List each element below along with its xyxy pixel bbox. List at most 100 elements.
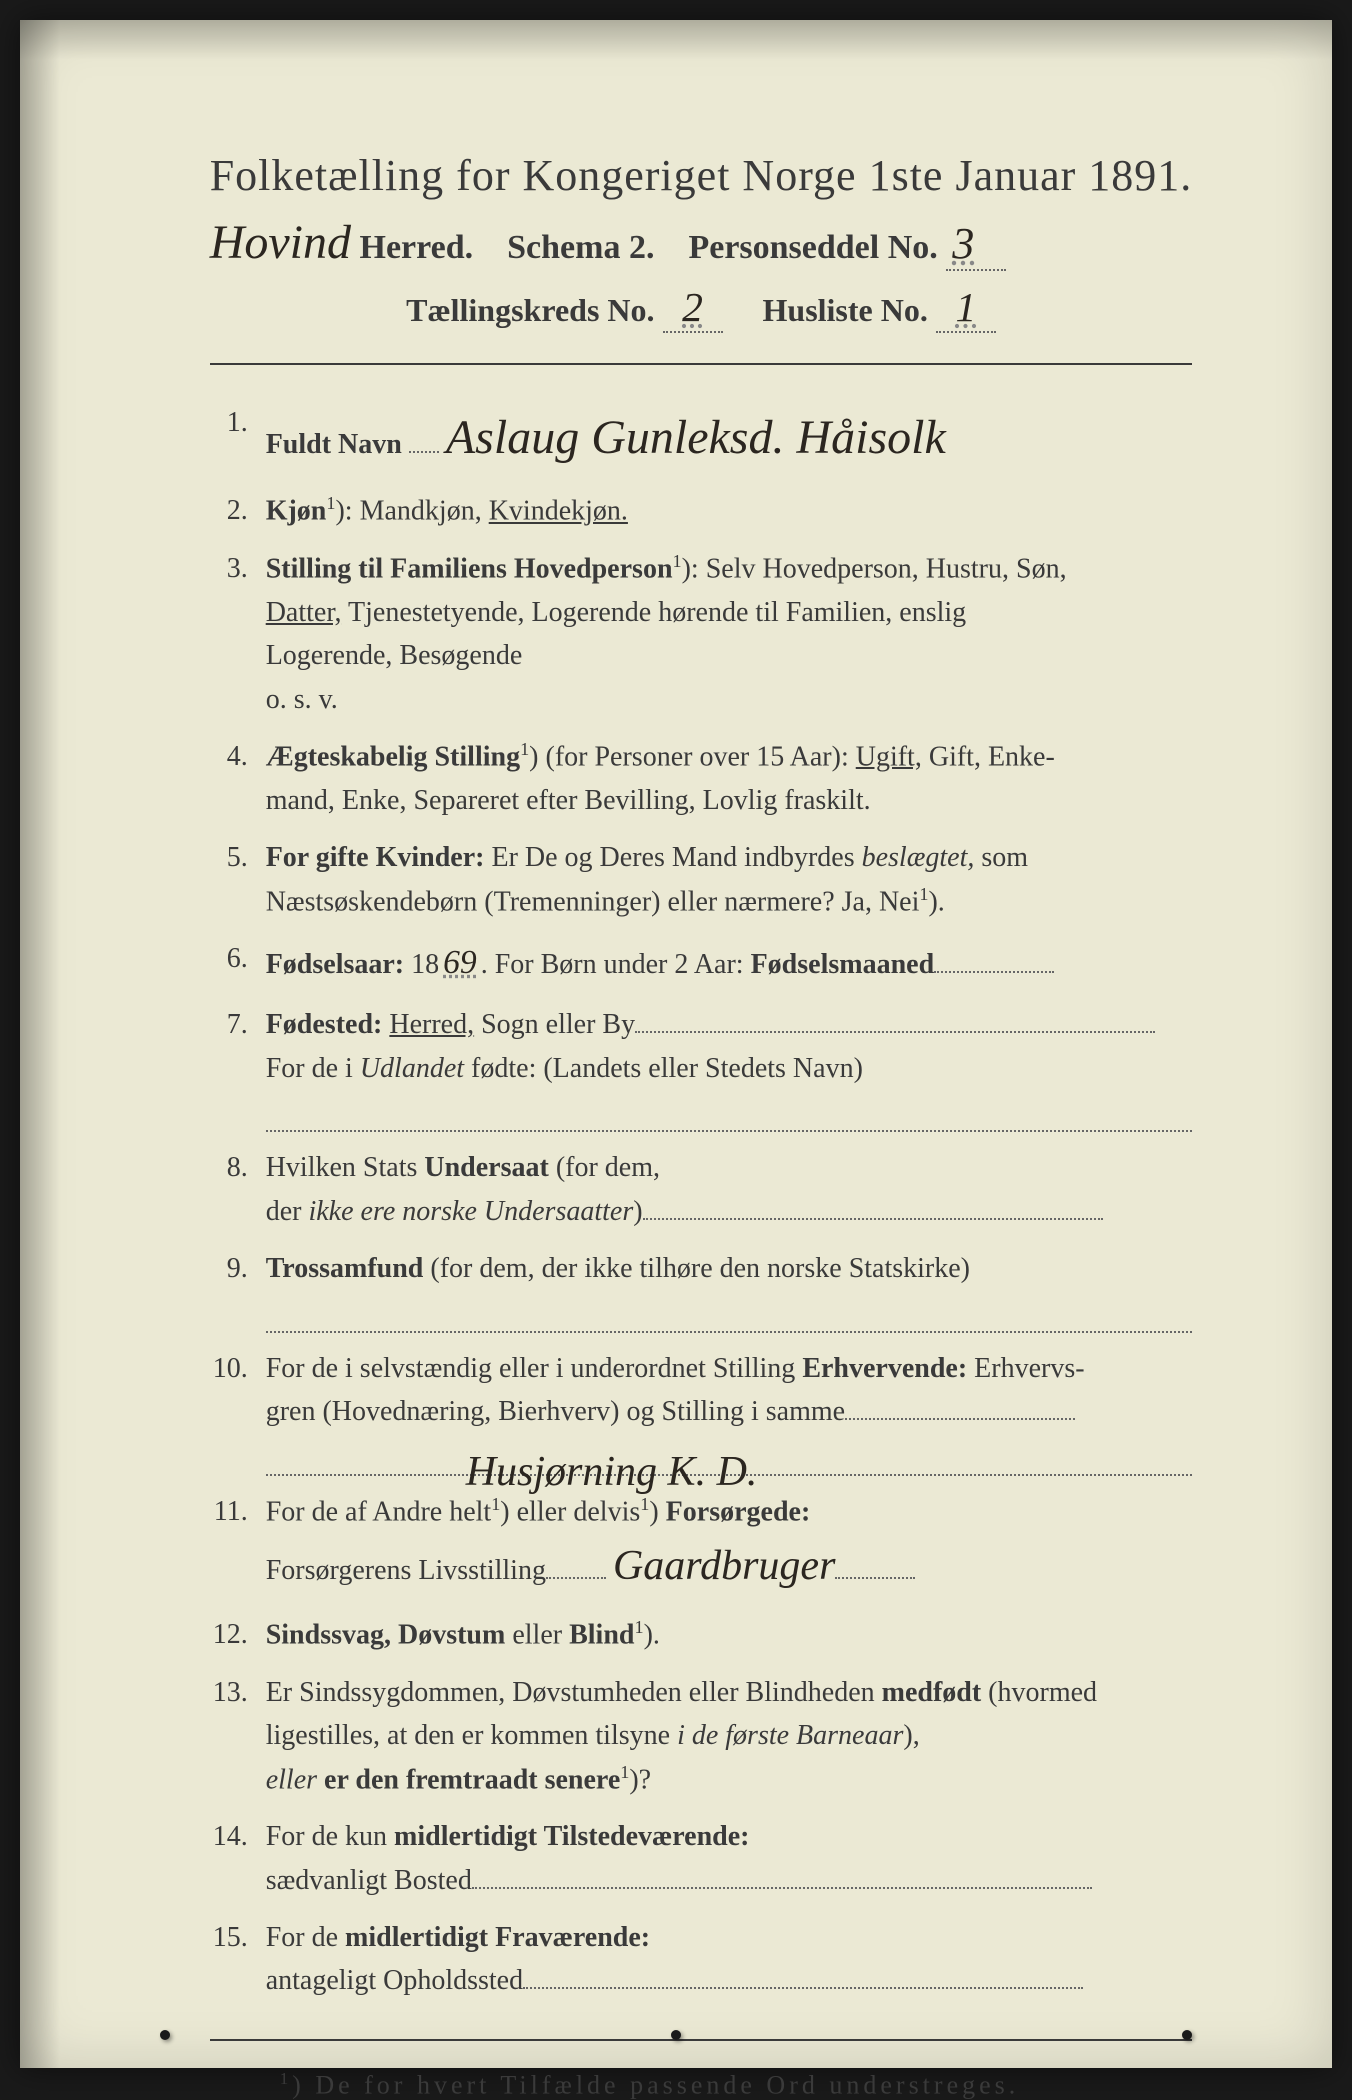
line3c: )?: [629, 1764, 651, 1795]
item-num: 15.: [210, 1916, 266, 2003]
text-b: ).: [644, 1619, 660, 1650]
item-6: 6. Fødselsaar: 1869. For Børn under 2 Aa…: [210, 937, 1193, 989]
line2b: fødte: (Landets eller Stedets Navn): [464, 1053, 863, 1084]
label: Erhvervende:: [802, 1353, 967, 1384]
underlined: Kvindekjøn.: [489, 496, 628, 527]
label: Undersaat: [424, 1152, 548, 1183]
kreds-no: 2: [663, 283, 723, 333]
line1a: For de i selvstændig eller i underordnet…: [266, 1353, 803, 1384]
item-num: 10.: [210, 1347, 266, 1476]
under: Ugift,: [856, 741, 922, 772]
dotted: [934, 971, 1054, 973]
line1a: For de: [266, 1922, 345, 1953]
personseddel-no: 3: [946, 218, 1006, 271]
item-body: For de i selvstændig eller i underordnet…: [266, 1347, 1193, 1476]
pin-icon: [160, 2030, 170, 2040]
line2a: ligestilles, at den er kommen tilsyne: [266, 1720, 677, 1751]
italic: ikke ere norske Undersaatter: [308, 1196, 633, 1227]
hand: Gaardbruger: [613, 1534, 835, 1599]
footnote: 1) De for hvert Tilfælde passende Ord un…: [280, 2069, 1193, 2100]
line3b: er den fremtraadt senere: [317, 1764, 620, 1795]
item-body: Fødselsaar: 1869. For Børn under 2 Aar: …: [266, 937, 1193, 989]
line4: o. s. v.: [266, 684, 338, 715]
item-body: Kjøn1): Mandkjøn, Kvindekjøn.: [266, 489, 1193, 533]
line1b: ) eller delvis: [500, 1497, 640, 1528]
husliste-no: 1: [936, 283, 996, 333]
label2: Fødselsmaaned: [751, 949, 935, 980]
pin-icon: [671, 2030, 681, 2040]
prefix: 18: [404, 949, 439, 980]
sup: 1: [634, 1617, 643, 1637]
dotted: [643, 1218, 1103, 1220]
name-hand: Aslaug Gunleksd. Håisolk: [446, 401, 946, 475]
label: For gifte Kvinder:: [266, 842, 485, 873]
herred-handwritten: Hovind: [210, 215, 351, 270]
item-num: 6.: [210, 937, 266, 989]
text: (for dem, der ikke tilhøre den norske St…: [423, 1253, 970, 1284]
kreds-label: Tællingskreds No.: [406, 292, 654, 328]
label: Fødselsaar:: [266, 949, 404, 980]
item-body: Hvilken Stats Undersaat (for dem, der ik…: [266, 1146, 1193, 1233]
label: midlertidigt Tilstedeværende:: [394, 1821, 749, 1852]
item-3: 3. Stilling til Familiens Hovedperson1):…: [210, 547, 1193, 721]
item-1: 1. Fuldt Navn Aslaug Gunleksd. Håisolk: [210, 401, 1193, 475]
sup1: 1: [491, 1494, 500, 1514]
item-body: For de kun midlertidigt Tilstedeværende:…: [266, 1815, 1193, 1902]
item-9: 9. Trossamfund (for dem, der ikke tilhør…: [210, 1247, 1193, 1333]
line2b: ).: [928, 886, 944, 917]
line2a: der: [266, 1196, 309, 1227]
item-body: For de af Andre helt1) eller delvis1) Fo…: [266, 1490, 1193, 1599]
footnote-text: ) De for hvert Tilfælde passende Ord und…: [292, 2070, 1019, 2099]
census-page: Folketælling for Kongeriget Norge 1ste J…: [20, 20, 1333, 2068]
line1c: ): [649, 1497, 665, 1528]
line3a: eller: [266, 1764, 317, 1795]
line2-under: Datter,: [266, 597, 342, 628]
item-body: Sindssvag, Døvstum eller Blind1).: [266, 1613, 1193, 1657]
item-num: 8.: [210, 1146, 266, 1233]
dotted-full: Husjørning K. D.: [266, 1440, 1193, 1476]
subtitle-1: Hovind Herred. Schema 2. Personseddel No…: [210, 215, 1193, 271]
item-num: 2.: [210, 489, 266, 533]
italic1: beslægtet,: [862, 842, 975, 873]
text-a: eller: [505, 1619, 569, 1650]
subtitle-2: Tællingskreds No. 2 Husliste No. 1: [210, 283, 1193, 333]
line2: Forsørgerens Livsstilling: [266, 1555, 546, 1586]
items-list: 1. Fuldt Navn Aslaug Gunleksd. Håisolk 2…: [210, 401, 1193, 2003]
dotted: [472, 1887, 1092, 1889]
sup: 1: [520, 739, 529, 759]
item-8: 8. Hvilken Stats Undersaat (for dem, der…: [210, 1146, 1193, 1233]
item-num: 14.: [210, 1815, 266, 1902]
title: Folketælling for Kongeriget Norge 1ste J…: [210, 150, 1193, 201]
item-num: 3.: [210, 547, 266, 721]
item-4: 4. Ægteskabelig Stilling1) (for Personer…: [210, 735, 1193, 822]
label: Forsørgede:: [666, 1497, 811, 1528]
item-15: 15. For de midlertidigt Fraværende: anta…: [210, 1916, 1193, 2003]
label: medfødt: [882, 1677, 982, 1708]
label: Kjøn: [266, 496, 327, 527]
label: Stilling til Familiens Hovedperson: [266, 553, 673, 584]
line2: Næstsøskendebørn (Tremenninger) eller næ…: [266, 886, 920, 917]
italic: i de første Barneaar: [677, 1720, 903, 1751]
item-num: 7.: [210, 1003, 266, 1132]
item-13: 13. Er Sindssygdommen, Døvstumheden elle…: [210, 1671, 1193, 1802]
dotted: [635, 1031, 1155, 1033]
item-12: 12. Sindssvag, Døvstum eller Blind1).: [210, 1613, 1193, 1657]
line1a: For de kun: [266, 1821, 394, 1852]
item-body: Trossamfund (for dem, der ikke tilhøre d…: [266, 1247, 1193, 1333]
line2-rest: Tjenestetyende, Logerende hørende til Fa…: [342, 597, 967, 628]
item-num: 11.: [210, 1490, 266, 1599]
personseddel-label: Personseddel No.: [688, 229, 937, 266]
herred-label: Herred.: [360, 229, 474, 266]
item-body: Ægteskabelig Stilling1) (for Personer ov…: [266, 735, 1193, 822]
dotted-full: [266, 1297, 1193, 1333]
divider-top: [210, 363, 1193, 365]
form-inner: Folketælling for Kongeriget Norge 1ste J…: [70, 90, 1283, 2018]
item-body: For gifte Kvinder: Er De og Deres Mand i…: [266, 836, 1193, 923]
label: Fødested:: [266, 1009, 383, 1040]
line1b: Gift, Enke-: [922, 741, 1055, 772]
line1a: ): Selv Hovedperson, Hustru, Søn,: [682, 553, 1067, 584]
line2: antageligt Opholdssted: [266, 1965, 523, 1996]
sup2: 1: [640, 1494, 649, 1514]
year-hand: 69: [439, 937, 481, 989]
dotted-full: [266, 1096, 1193, 1132]
